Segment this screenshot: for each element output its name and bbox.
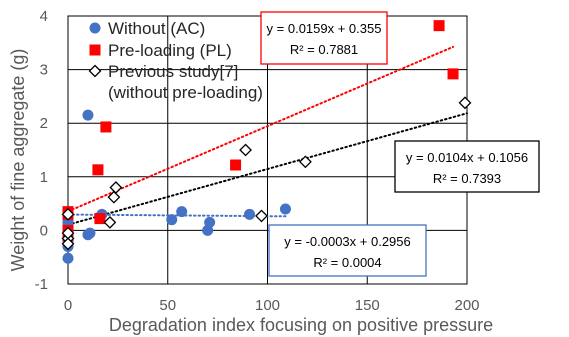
previous-study-point: [61, 207, 75, 221]
ac-point: [166, 214, 178, 226]
ac-point: [82, 229, 94, 241]
x-tick-label: 100: [255, 297, 280, 314]
pl-point: [447, 68, 459, 80]
equation-text: y = 0.0104x + 0.1056: [406, 150, 528, 165]
x-axis-label: Degradation index focusing on positive p…: [109, 315, 493, 335]
x-tick-label: 200: [454, 297, 479, 314]
previous-study-point: [458, 96, 472, 110]
legend-label: Without (AC): [108, 19, 205, 38]
pl-point: [94, 213, 106, 225]
ac-point: [204, 216, 216, 228]
ac-point: [82, 109, 94, 121]
equation-box: [394, 140, 540, 193]
pl-point: [230, 159, 242, 171]
y-tick-labels: -1 0 1 2 3 4: [35, 8, 48, 293]
legend-marker: [88, 64, 102, 78]
pl-point: [100, 121, 112, 133]
legend-marker: [89, 44, 101, 56]
trendline: [67, 45, 455, 213]
equation-text: y = -0.0003x + 0.2956: [284, 234, 410, 249]
data-points: [61, 20, 472, 264]
y-tick-label: 3: [40, 62, 48, 79]
x-tick-label: 150: [355, 297, 380, 314]
previous-study-point: [298, 155, 312, 169]
previous-study-point: [109, 181, 123, 194]
ac-point: [176, 206, 188, 218]
previous-study-point: [107, 190, 121, 204]
y-tick-label: -1: [35, 276, 48, 293]
x-tick-label: 50: [159, 297, 176, 314]
pl-point: [433, 20, 445, 32]
ac-point: [62, 252, 74, 264]
y-tick-label: 0: [40, 222, 48, 239]
previous-study-point: [61, 226, 75, 240]
r-squared-text: R² = 0.7881: [290, 42, 358, 57]
y-tick-label: 1: [40, 169, 48, 186]
r-squared-text: R² = 0.7393: [433, 171, 501, 186]
annotations: y = 0.0159x + 0.355 R² = 0.7881 y = 0.0104…: [260, 11, 540, 277]
y-tick-label: 2: [40, 115, 48, 132]
x-tick-label: 0: [64, 297, 72, 314]
y-axis-label: Weight of fine aggregate (g): [8, 49, 28, 272]
r-squared-text: R² = 0.0004: [313, 255, 381, 270]
previous-study-point: [61, 237, 75, 251]
ac-point: [244, 208, 256, 220]
legend: Without (AC) Pre-loading (PL) Previous stu…: [88, 19, 263, 102]
previous-study-point: [239, 143, 252, 157]
pl-point: [92, 164, 104, 176]
trendline: [67, 112, 468, 226]
legend-marker: [89, 22, 101, 34]
legend-label: (without pre-loading): [108, 83, 263, 102]
legend-label: Previous study[7]: [108, 62, 238, 81]
equation-text: y = 0.0159x + 0.355: [267, 21, 382, 36]
equation-box: [268, 224, 427, 277]
previous-study-point: [103, 215, 117, 229]
x-tick-labels: 0 50 100 150 200: [64, 297, 480, 314]
previous-study-point: [255, 209, 268, 223]
legend-label: Pre-loading (PL): [108, 41, 232, 60]
y-tick-label: 4: [40, 8, 48, 25]
equation-box: [260, 11, 388, 65]
ac-point: [279, 203, 291, 215]
